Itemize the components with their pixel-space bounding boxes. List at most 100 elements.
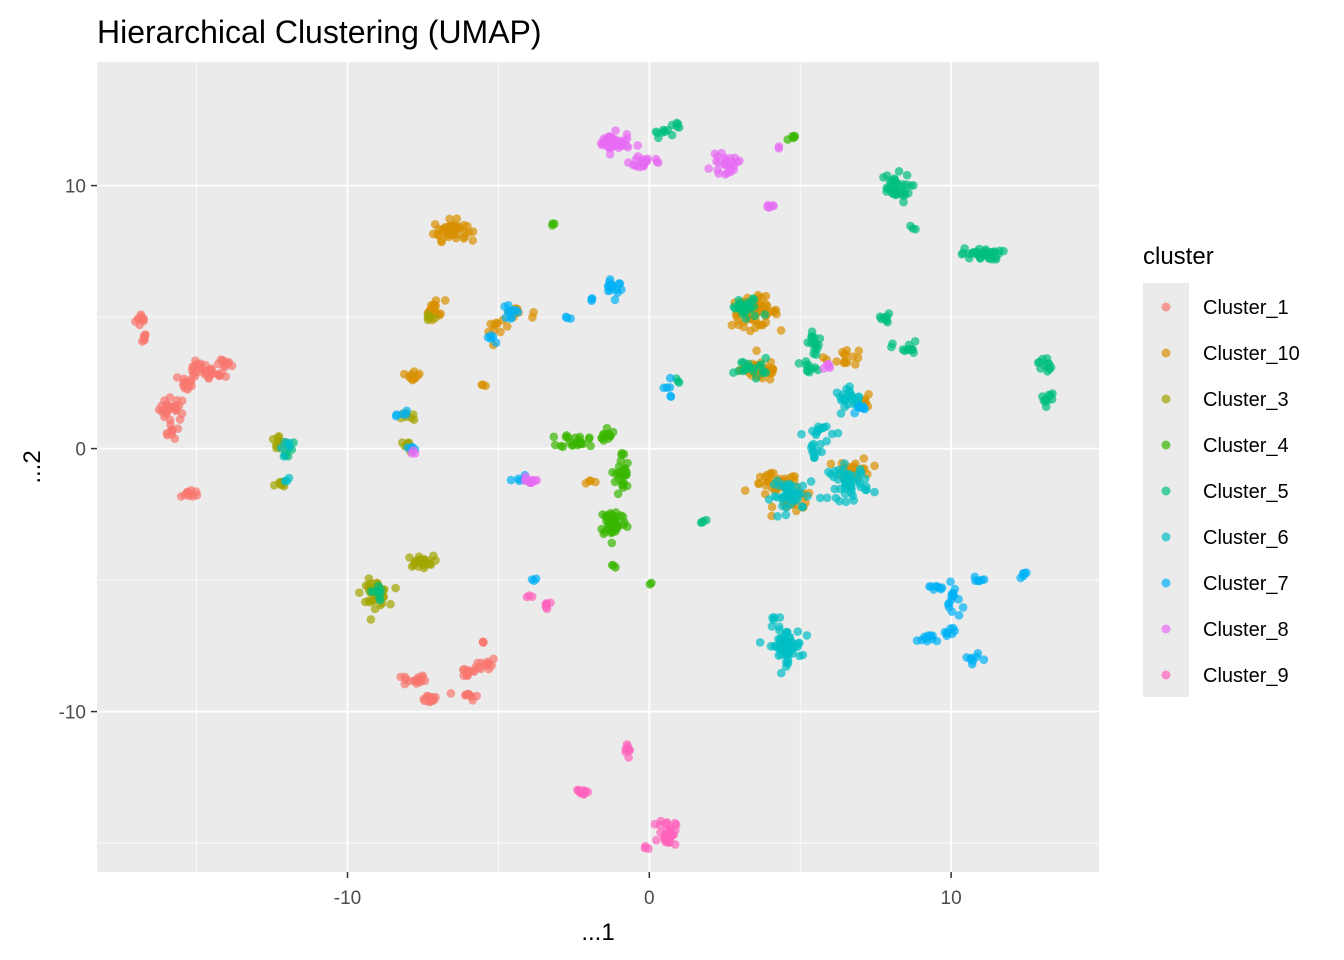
- legend-label: Cluster_3: [1203, 389, 1289, 411]
- x-tick-label: -10: [334, 888, 361, 909]
- data-point: [794, 359, 804, 368]
- data-point: [912, 636, 922, 645]
- data-point: [583, 787, 593, 797]
- data-point: [741, 486, 750, 495]
- data-point: [900, 346, 909, 356]
- data-point: [752, 346, 761, 356]
- data-point: [502, 322, 512, 331]
- data-point: [888, 339, 897, 349]
- data-point: [621, 744, 630, 754]
- data-point: [803, 491, 812, 501]
- data-point: [542, 604, 552, 614]
- data-point: [1041, 402, 1051, 412]
- data-point: [937, 583, 947, 592]
- data-point: [279, 452, 289, 461]
- data-point: [813, 344, 822, 354]
- legend-swatch: [1161, 302, 1171, 312]
- data-point: [816, 493, 825, 503]
- data-point: [704, 164, 713, 173]
- data-point: [855, 464, 865, 474]
- major-gridlines: [97, 62, 1099, 872]
- data-point: [461, 690, 471, 699]
- data-point: [712, 157, 721, 166]
- series-cluster-7: [391, 275, 1031, 669]
- data-point: [446, 689, 456, 698]
- legend-swatch: [1161, 624, 1171, 634]
- chart-title: Hierarchical Clustering (UMAP): [97, 14, 542, 50]
- legend-label: Cluster_6: [1203, 527, 1289, 549]
- data-point: [774, 144, 784, 153]
- data-point: [176, 492, 186, 501]
- data-point: [624, 158, 633, 167]
- legend-swatch: [1161, 348, 1171, 358]
- data-point: [355, 588, 364, 597]
- data-point: [836, 409, 846, 418]
- data-point: [1018, 569, 1028, 578]
- data-point: [816, 439, 825, 449]
- data-point: [972, 652, 981, 662]
- data-point: [870, 461, 879, 471]
- data-point: [623, 458, 632, 468]
- data-point: [754, 478, 763, 488]
- data-point: [1043, 395, 1053, 405]
- data-point: [714, 169, 723, 178]
- data-point: [391, 411, 401, 421]
- data-point: [479, 638, 488, 647]
- data-point: [853, 353, 863, 363]
- data-point: [803, 338, 813, 347]
- data-point: [763, 200, 773, 210]
- data-point: [749, 295, 759, 304]
- data-point: [366, 615, 376, 624]
- data-point: [429, 300, 439, 310]
- data-point: [894, 167, 904, 176]
- data-point: [452, 230, 462, 239]
- data-point: [611, 563, 620, 572]
- data-point: [201, 368, 210, 377]
- data-point: [806, 477, 816, 486]
- legend-item: Cluster_1: [1161, 297, 1289, 319]
- data-point: [726, 153, 735, 163]
- data-point: [870, 487, 879, 497]
- data-point: [618, 512, 628, 521]
- data-point: [137, 315, 146, 324]
- data-point: [656, 828, 665, 837]
- data-point: [822, 493, 832, 503]
- data-point: [740, 304, 749, 314]
- data-point: [904, 188, 913, 198]
- data-point: [765, 375, 775, 384]
- data-point: [613, 489, 623, 499]
- legend-item: Cluster_7: [1161, 573, 1289, 595]
- data-point: [803, 365, 812, 375]
- legend-item: Cluster_5: [1161, 481, 1289, 503]
- plot-panel: [97, 62, 1099, 872]
- data-point: [670, 840, 680, 849]
- data-point: [386, 599, 395, 609]
- x-tick-label: 0: [644, 888, 655, 909]
- data-point: [786, 646, 795, 656]
- data-point: [520, 476, 530, 485]
- data-point: [216, 355, 226, 365]
- legend-swatch: [1161, 532, 1171, 542]
- data-point: [776, 326, 786, 335]
- data-point: [619, 520, 628, 529]
- data-point: [452, 214, 462, 223]
- data-point: [463, 671, 472, 680]
- data-point: [430, 220, 440, 229]
- data-point: [527, 478, 537, 487]
- data-point: [875, 312, 885, 322]
- data-point: [1040, 361, 1050, 371]
- data-point: [855, 479, 865, 489]
- data-point: [846, 392, 855, 402]
- data-point: [608, 467, 617, 477]
- data-point: [611, 126, 620, 135]
- y-axis-ticks: -10 0 10: [59, 177, 97, 724]
- data-point: [979, 655, 989, 664]
- data-point: [798, 481, 808, 491]
- legend-swatch: [1161, 670, 1171, 680]
- data-point: [476, 664, 486, 674]
- data-point: [607, 538, 617, 548]
- data-point: [741, 314, 751, 323]
- data-point: [170, 434, 180, 444]
- data-point: [364, 596, 374, 605]
- data-point: [606, 134, 616, 144]
